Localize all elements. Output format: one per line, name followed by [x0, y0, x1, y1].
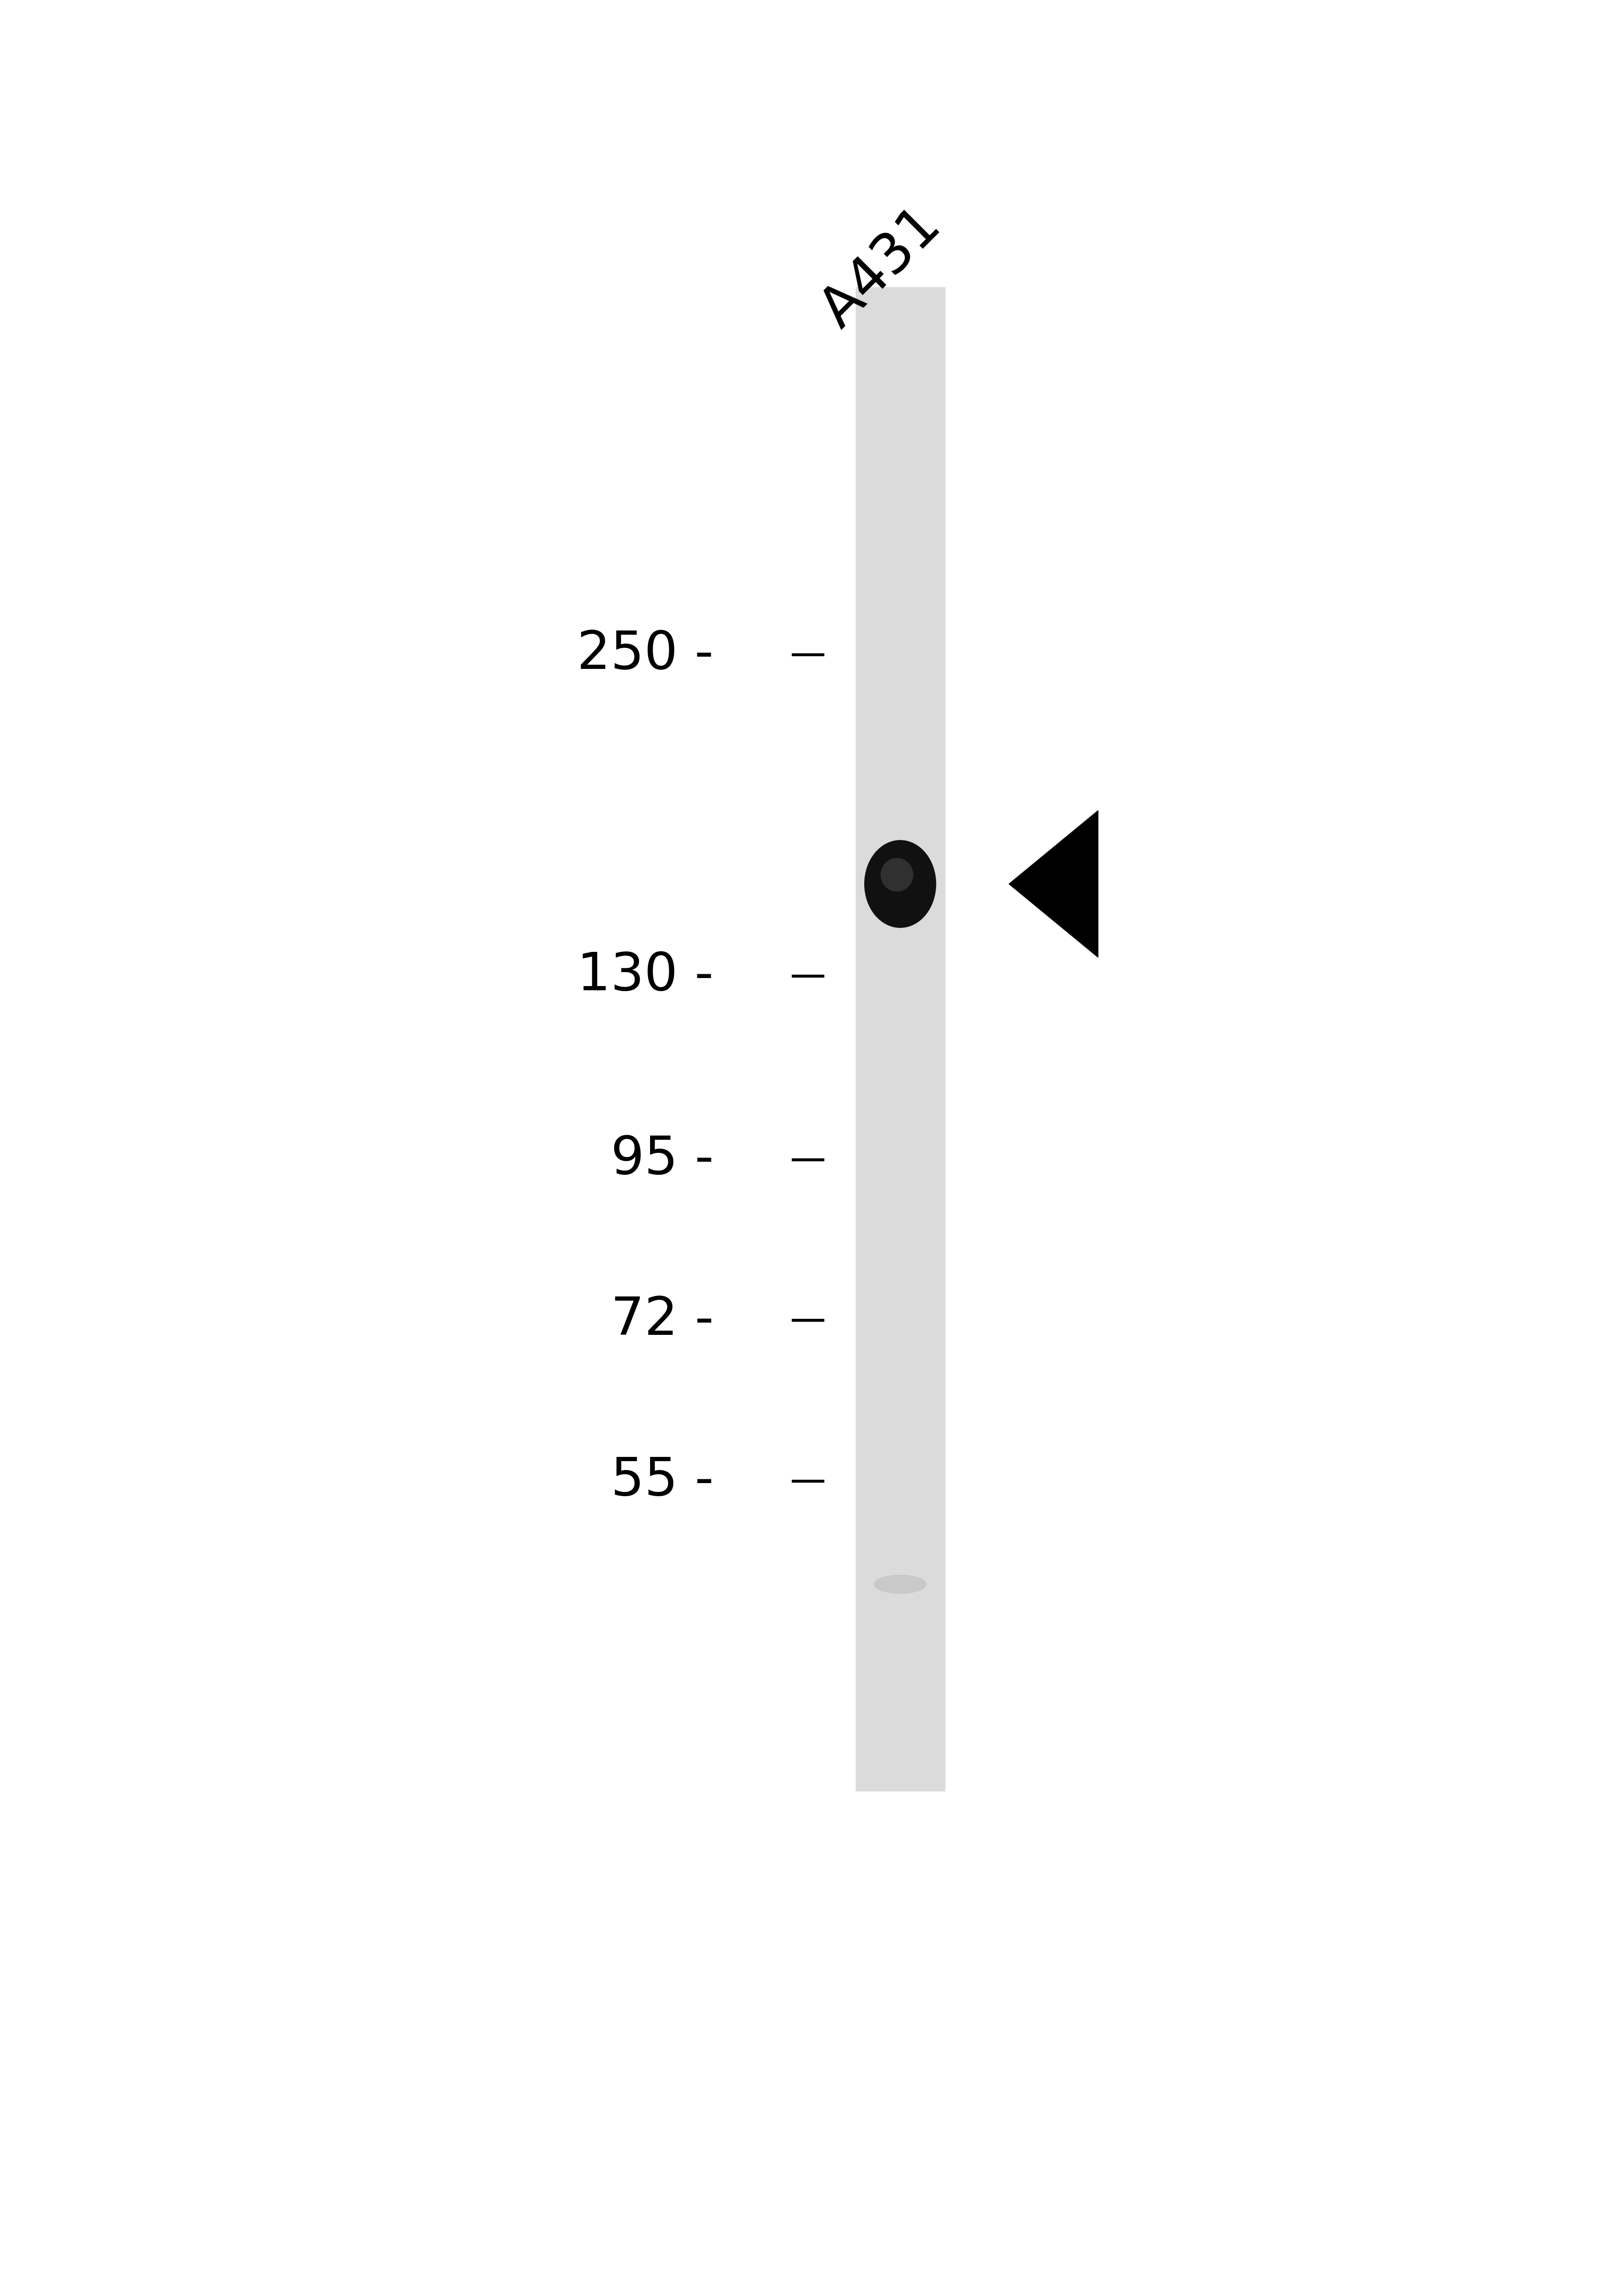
Text: 95 -: 95 -: [610, 1134, 714, 1185]
Text: 250 -: 250 -: [577, 629, 714, 680]
Ellipse shape: [881, 859, 913, 891]
Text: A431: A431: [811, 197, 950, 338]
Text: 72 -: 72 -: [610, 1295, 714, 1345]
Text: 130 -: 130 -: [577, 951, 714, 1001]
Bar: [856, 287, 946, 1791]
Polygon shape: [1009, 810, 1098, 957]
Ellipse shape: [865, 840, 936, 928]
Ellipse shape: [874, 1575, 926, 1593]
Text: 55 -: 55 -: [610, 1456, 714, 1506]
